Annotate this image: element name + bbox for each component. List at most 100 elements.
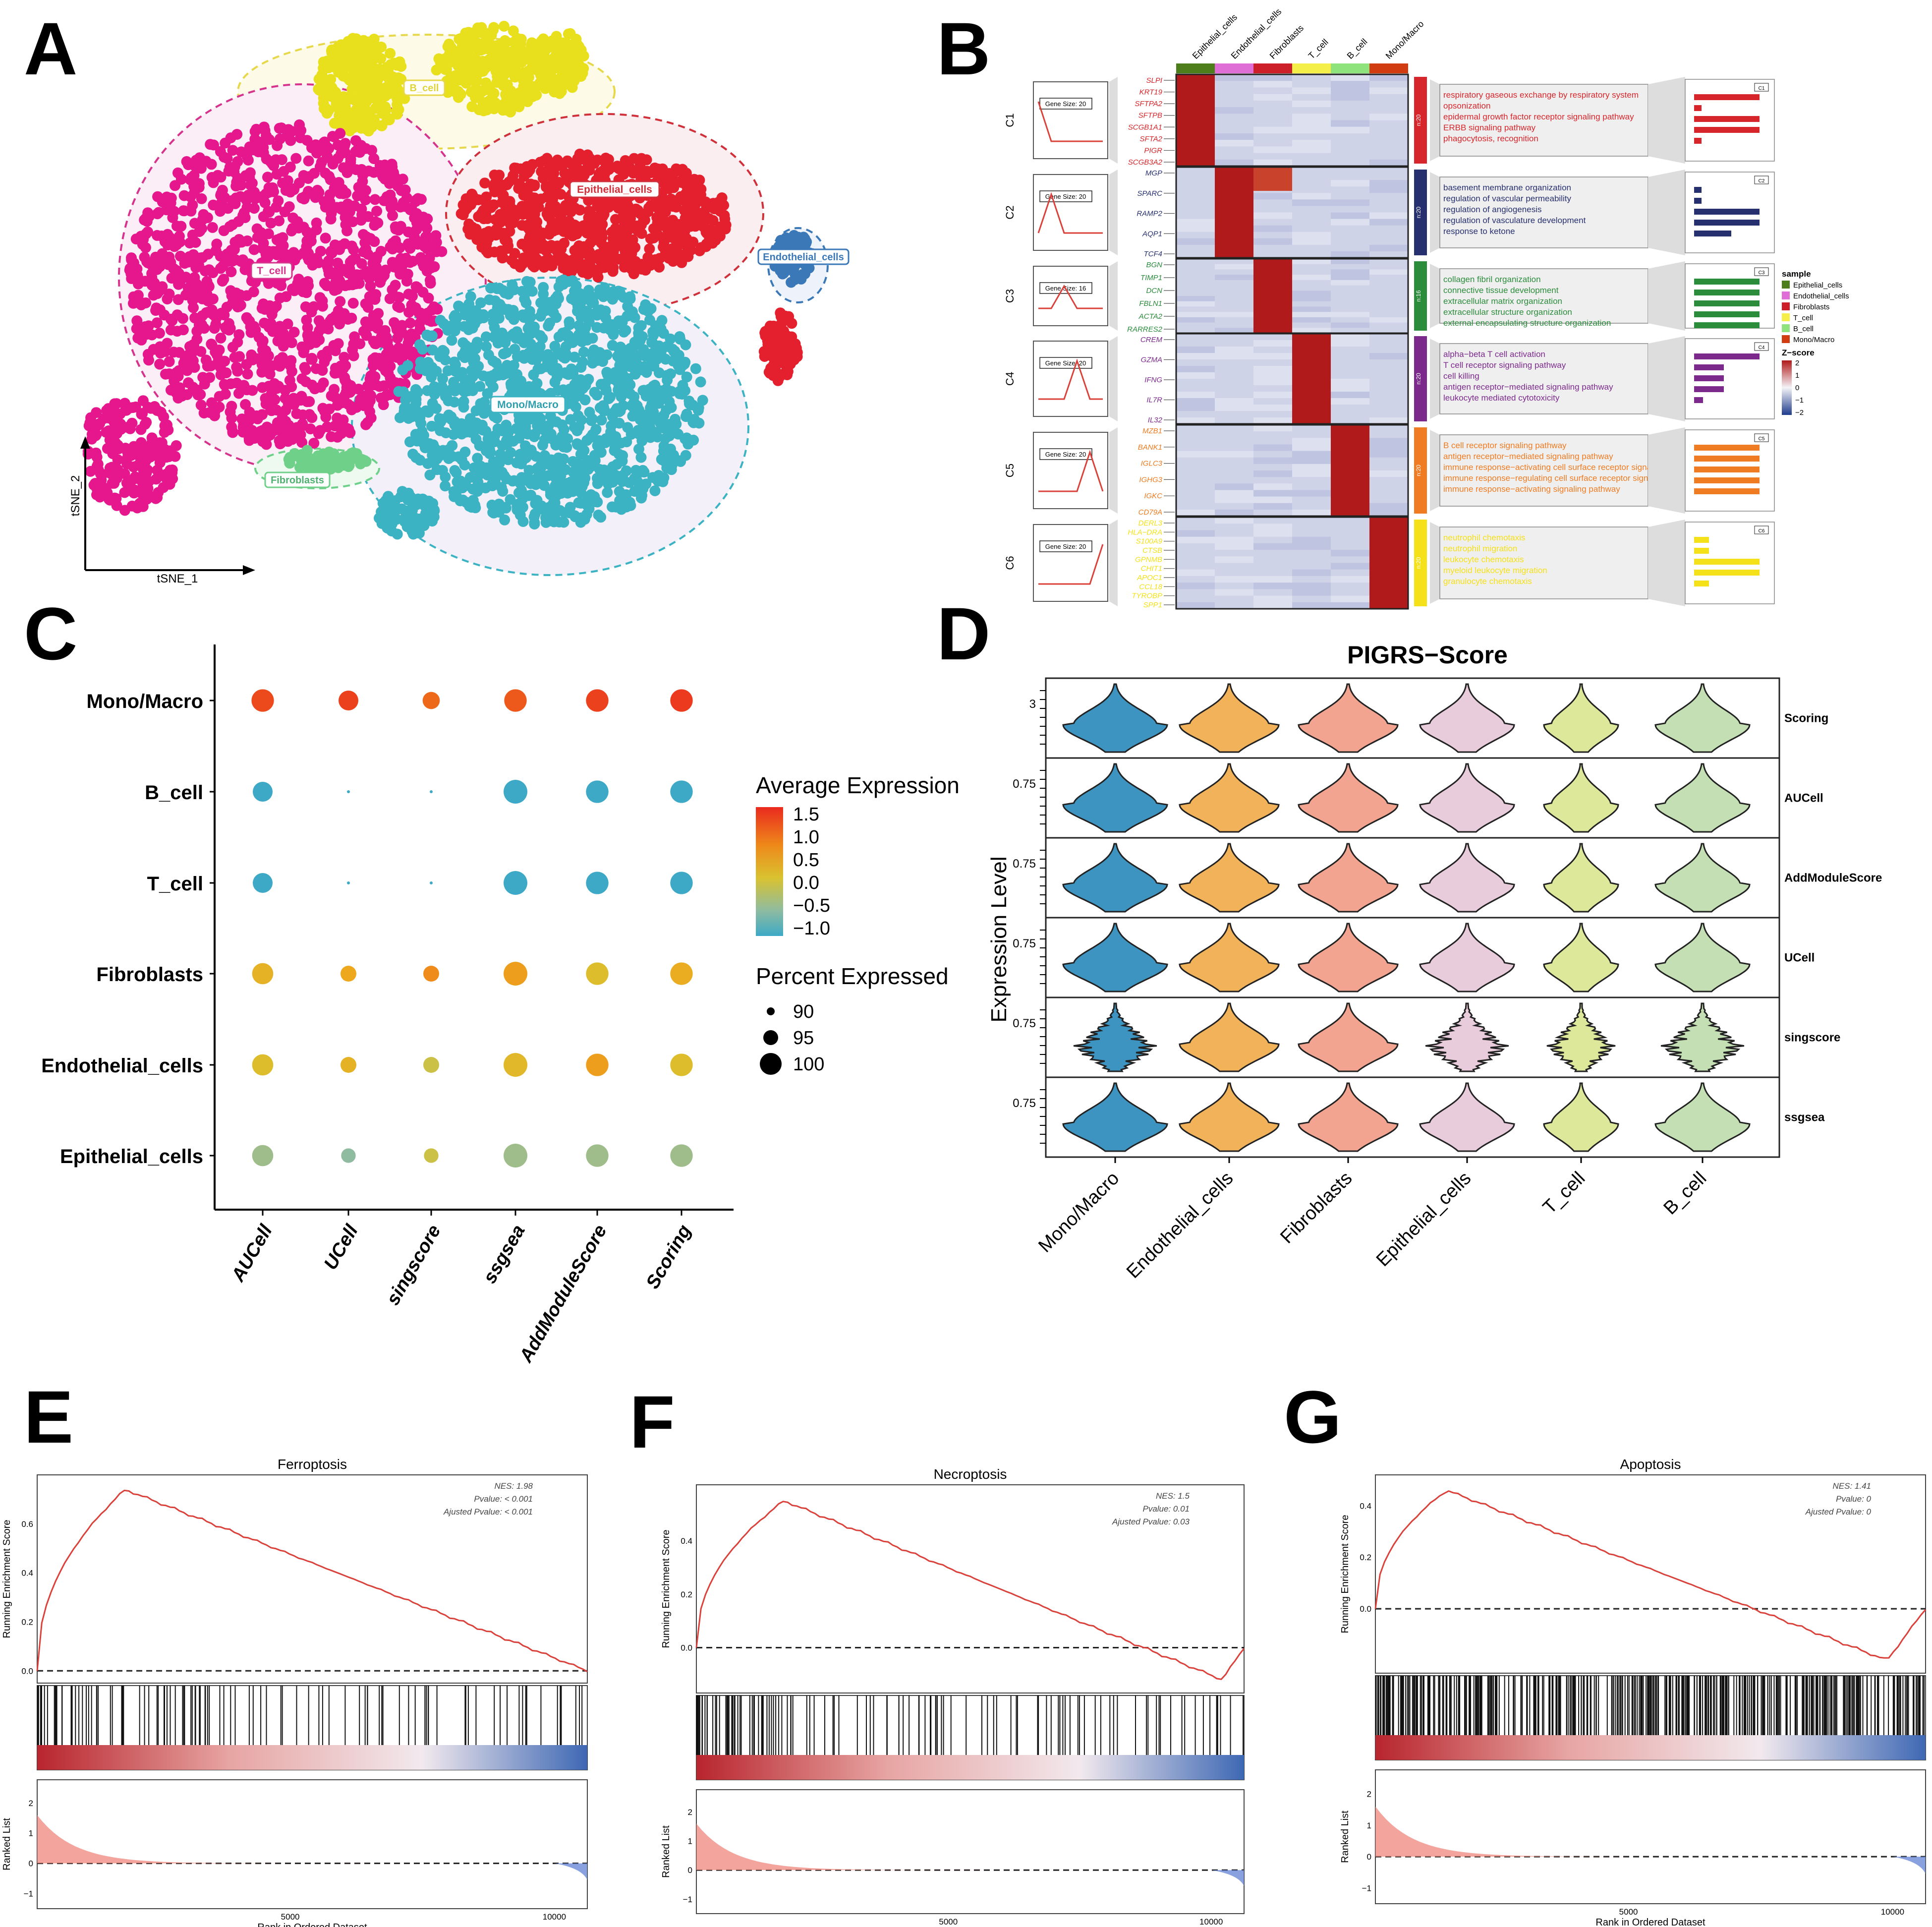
tsne-cluster-epithelial xyxy=(758,307,803,386)
heat-cell xyxy=(1253,379,1292,386)
heat-cell xyxy=(1215,285,1253,291)
heat-cell xyxy=(1369,359,1408,366)
heat-cell xyxy=(1215,589,1253,596)
heat-cell xyxy=(1369,238,1408,245)
dotplot-dot xyxy=(670,689,693,712)
gsea-xtick: 5000 xyxy=(281,1912,300,1922)
heat-cell xyxy=(1331,405,1369,411)
gene-size-label: Gene Size: 20 xyxy=(1045,100,1086,108)
heat-cell xyxy=(1176,359,1215,366)
gsea-es-ylabel: Running Enrichment Score xyxy=(1340,1515,1351,1633)
avg-expr-tick: 1.5 xyxy=(793,804,819,825)
heat-cell xyxy=(1253,569,1292,577)
violin-facet-frame xyxy=(1045,1076,1780,1158)
panel-label-b: B xyxy=(937,7,990,90)
heat-cell xyxy=(1215,280,1253,286)
gsea-rank-ytick: 2 xyxy=(29,1799,33,1808)
heat-cell xyxy=(1215,550,1253,557)
heat-cell xyxy=(1331,212,1369,220)
gsea-es-frame xyxy=(37,1474,588,1684)
term-box xyxy=(1439,526,1648,599)
heat-cell xyxy=(1369,174,1408,180)
heat-cell xyxy=(1253,563,1292,570)
heat-cell xyxy=(1253,159,1292,167)
heat-cell xyxy=(1176,264,1215,270)
heat-cell xyxy=(1176,372,1215,379)
go-term: antigen receptor−mediated signaling path… xyxy=(1443,382,1613,392)
heat-cell xyxy=(1292,583,1331,589)
gene-label: IFNG xyxy=(1144,376,1162,384)
heat-cell xyxy=(1253,444,1292,452)
dotplot-dot xyxy=(252,1145,274,1167)
violin-shape xyxy=(1543,683,1619,753)
gene-label: HLA−DRA xyxy=(1128,528,1162,536)
heat-cell xyxy=(1176,385,1215,392)
dotplot-dot xyxy=(253,873,273,893)
heat-cell xyxy=(1292,285,1331,291)
heat-cell xyxy=(1331,275,1369,281)
cluster-id: C5 xyxy=(1004,464,1016,477)
heatmap-column-color-2 xyxy=(1253,63,1292,73)
dotplot-dot xyxy=(504,1053,527,1077)
go-term: regulation of vasculature development xyxy=(1443,216,1586,225)
bar-box-tag-text: C3 xyxy=(1759,270,1765,276)
bar-box-tag-text: C2 xyxy=(1759,178,1765,184)
tsne-y-arrow xyxy=(80,436,90,449)
dotplot-dot xyxy=(670,780,693,803)
heat-cell xyxy=(1176,509,1215,517)
heat-cell xyxy=(1369,334,1408,341)
violin-shape xyxy=(1654,1082,1751,1152)
go-enrichment-bar xyxy=(1694,353,1760,359)
heat-peak-cell xyxy=(1215,167,1253,258)
violin-shape xyxy=(1179,763,1280,833)
panel-label-c: C xyxy=(24,592,77,675)
heat-cell xyxy=(1215,359,1253,366)
heat-cell xyxy=(1369,264,1408,270)
gsea-running-score xyxy=(1374,1490,1927,1659)
heat-cell xyxy=(1215,503,1253,510)
tsne-cluster-fib xyxy=(283,445,372,476)
zscore-colorbar xyxy=(1782,360,1792,415)
heat-cell xyxy=(1369,366,1408,373)
violin-facet-label: ssgsea xyxy=(1784,1111,1825,1124)
cluster-label-fib-text: Fibroblasts xyxy=(271,475,324,486)
heatmap-panel: Epithelial_cells Endothelial_cells Fibrobl… xyxy=(1004,6,1849,610)
go-term: T cell receptor signaling pathway xyxy=(1443,360,1566,370)
zscore-legend-title: Z−score xyxy=(1782,348,1815,357)
heat-cell xyxy=(1331,589,1369,596)
trend-wedge xyxy=(1109,336,1118,421)
tsne-cluster-t_cell xyxy=(82,395,182,516)
violin-shape xyxy=(1062,1082,1168,1152)
gsea-running-score xyxy=(36,1489,588,1673)
heat-cell xyxy=(1369,353,1408,360)
gene-label: IGLC3 xyxy=(1141,460,1163,468)
heat-cell xyxy=(1331,133,1369,140)
term-wedge xyxy=(1430,339,1440,419)
heat-cell xyxy=(1292,576,1331,583)
heat-cell xyxy=(1369,259,1408,265)
heat-cell xyxy=(1176,174,1215,180)
cluster-n: n:20 xyxy=(1415,373,1422,385)
dotplot-dot xyxy=(430,790,433,793)
dotplot-dot xyxy=(252,1054,274,1076)
heat-cell xyxy=(1331,159,1369,167)
violin-facet-frame xyxy=(1045,996,1780,1078)
heat-border xyxy=(1175,516,1409,610)
violin-shape xyxy=(1179,843,1280,913)
cluster-label-epithelial-text: Epithelial_cells xyxy=(577,184,652,195)
heat-cell xyxy=(1369,212,1408,220)
heat-cell xyxy=(1331,244,1369,252)
go-enrichment-bar xyxy=(1694,364,1724,370)
heat-cell xyxy=(1331,398,1369,405)
heat-cell xyxy=(1176,411,1215,418)
heat-cell xyxy=(1369,167,1408,174)
cluster-id: C3 xyxy=(1004,289,1016,303)
heat-cell xyxy=(1215,94,1253,101)
heat-cell xyxy=(1176,225,1215,233)
heat-cell xyxy=(1369,285,1408,291)
gsea-stat: Pvalue: 0 xyxy=(1836,1494,1871,1504)
heat-cell xyxy=(1176,530,1215,537)
trend-box xyxy=(1033,81,1108,159)
dotplot-dot xyxy=(423,1057,439,1073)
